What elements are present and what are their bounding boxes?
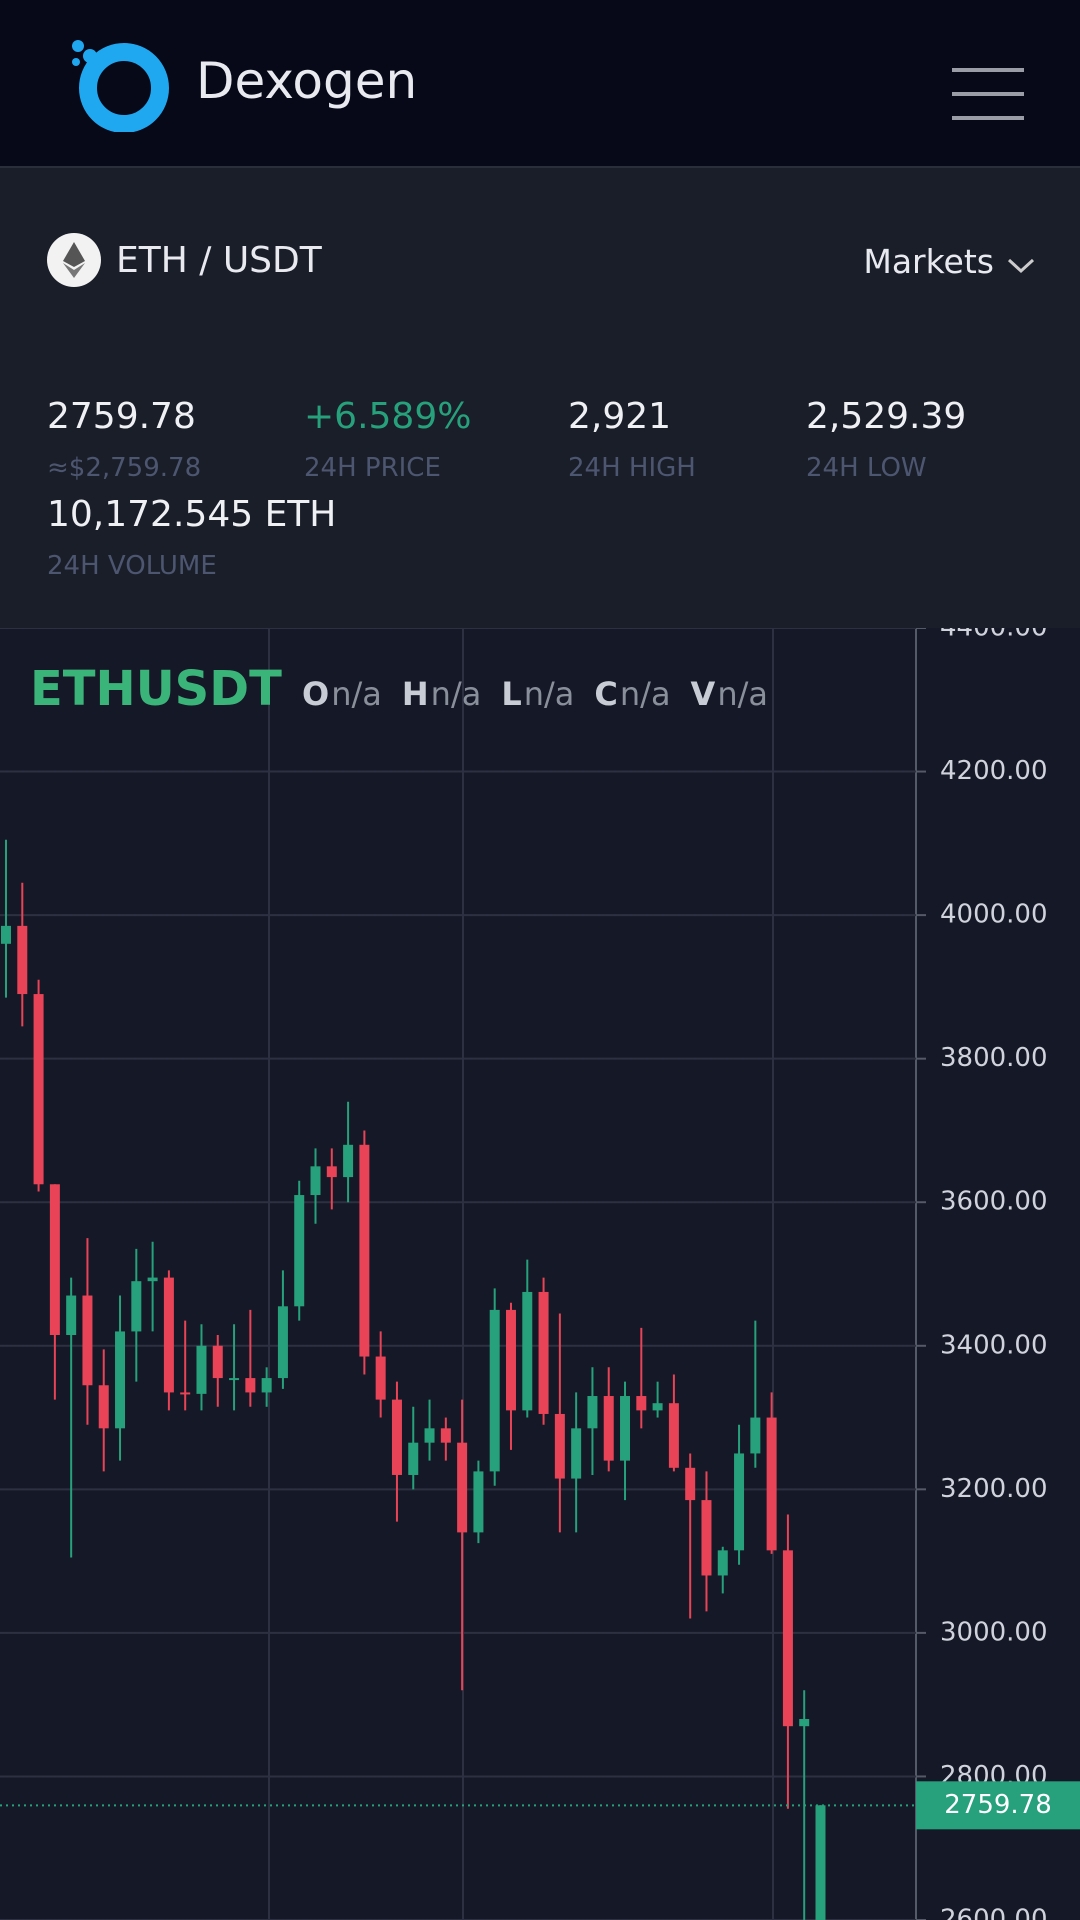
candle-body xyxy=(668,1403,679,1468)
candle-body xyxy=(652,1403,663,1411)
last-price-usd: ≈$2,759.78 xyxy=(47,453,202,483)
candle-body xyxy=(49,1184,60,1336)
candle-body xyxy=(82,1295,93,1386)
candle-body xyxy=(375,1356,386,1400)
candle-body xyxy=(457,1442,468,1533)
candle-body xyxy=(261,1378,272,1393)
candle-body xyxy=(310,1166,321,1196)
legend-key: V xyxy=(691,675,716,713)
candle-body xyxy=(571,1428,582,1479)
stat-label: 24H VOLUME xyxy=(47,551,217,581)
candle-body xyxy=(620,1396,631,1461)
legend-value: n/a xyxy=(331,675,382,713)
candle-body xyxy=(505,1309,516,1411)
candle-body xyxy=(636,1396,647,1411)
candle-body xyxy=(440,1428,451,1443)
y-tick-label: 4000.00 xyxy=(940,900,1048,930)
candle-body xyxy=(163,1277,174,1393)
candle-body xyxy=(815,1805,826,1920)
legend-key: L xyxy=(501,675,521,713)
low: 2,529.39 xyxy=(806,396,967,437)
candle-body xyxy=(685,1467,696,1501)
volume: 10,172.545 ETH xyxy=(47,494,337,535)
candle-body xyxy=(196,1345,207,1394)
candle-body xyxy=(750,1417,761,1454)
candle-body xyxy=(391,1399,402,1475)
candle-body xyxy=(98,1385,109,1429)
markets-dropdown[interactable]: Markets xyxy=(863,242,994,281)
legend-value: n/a xyxy=(620,675,671,713)
stat-label: 24H PRICE xyxy=(304,453,441,483)
legend-value: n/a xyxy=(431,675,482,713)
header: Dexogen xyxy=(0,0,1080,168)
candle-body xyxy=(701,1500,712,1576)
candle-body xyxy=(229,1378,240,1381)
candle-body xyxy=(180,1392,191,1395)
y-tick-label: 4400.00 xyxy=(940,628,1048,643)
candle-body xyxy=(326,1166,337,1178)
y-tick-label: 4200.00 xyxy=(940,756,1048,786)
y-tick-label: 3800.00 xyxy=(940,1043,1048,1073)
candle-body xyxy=(603,1396,614,1461)
last-price: 2759.78 xyxy=(47,396,196,437)
candle-body xyxy=(408,1442,419,1475)
candle-body xyxy=(424,1428,435,1443)
y-tick-label: 3000.00 xyxy=(940,1617,1048,1647)
pair[interactable]: ETH / USDT xyxy=(116,240,322,281)
candle-body xyxy=(473,1471,484,1533)
legend-value: n/a xyxy=(524,675,575,713)
candle-body xyxy=(587,1396,598,1429)
stat-label: 24H HIGH xyxy=(568,453,696,483)
candle-body xyxy=(538,1291,549,1414)
candle-body xyxy=(359,1144,370,1357)
symbol: ETHUSDT xyxy=(30,661,282,717)
candle-body xyxy=(147,1277,158,1282)
y-tick-label: 2600.00 xyxy=(940,1905,1048,1920)
candle-body xyxy=(66,1295,77,1336)
brand: Dexogen xyxy=(196,52,418,110)
ohlcv-legend: On/a Hn/a Ln/a Cn/a Vn/a xyxy=(302,675,768,713)
y-tick-label: 3600.00 xyxy=(940,1187,1048,1217)
candle-body xyxy=(17,925,28,995)
price-change: +6.589% xyxy=(304,396,472,437)
chart: 4400.00 4200.00 4000.00 3800.00 3600.00 3400.… xyxy=(0,628,1080,1920)
y-tick-label: 3400.00 xyxy=(940,1330,1048,1360)
legend-value: n/a xyxy=(717,675,768,713)
candle-body xyxy=(554,1413,565,1479)
ticker-panel: ETH / USDT Markets 2759.78 ≈$2,759.78 +6… xyxy=(0,168,1080,628)
legend-key: C xyxy=(594,675,617,713)
candle-body xyxy=(522,1291,533,1411)
candle-body xyxy=(734,1453,745,1551)
chevron[interactable] xyxy=(1006,256,1036,276)
candle-body xyxy=(1,925,11,944)
candle-body xyxy=(294,1195,305,1307)
candle-body xyxy=(245,1378,256,1393)
legend-key: H xyxy=(402,675,429,713)
candle-body xyxy=(489,1309,500,1472)
logo xyxy=(72,40,169,132)
candle-body xyxy=(212,1345,223,1379)
candle-body xyxy=(33,994,44,1185)
high: 2,921 xyxy=(568,396,672,437)
menu-button[interactable] xyxy=(952,66,1026,122)
eth-icon xyxy=(47,233,101,287)
candle-body xyxy=(277,1306,288,1379)
candle-body xyxy=(782,1550,793,1727)
candle-body xyxy=(766,1417,777,1551)
candle-body xyxy=(717,1550,728,1576)
legend-key: O xyxy=(302,675,329,713)
y-tick-label: 3200.00 xyxy=(940,1474,1048,1504)
candle-body xyxy=(115,1331,126,1429)
candle-body xyxy=(799,1719,810,1727)
stat-label: 24H LOW xyxy=(806,453,927,483)
last-price-label: 2759.78 xyxy=(944,1790,1052,1820)
candle-body xyxy=(343,1144,354,1178)
candle-body xyxy=(131,1281,142,1332)
last-price-box xyxy=(916,1781,1080,1830)
